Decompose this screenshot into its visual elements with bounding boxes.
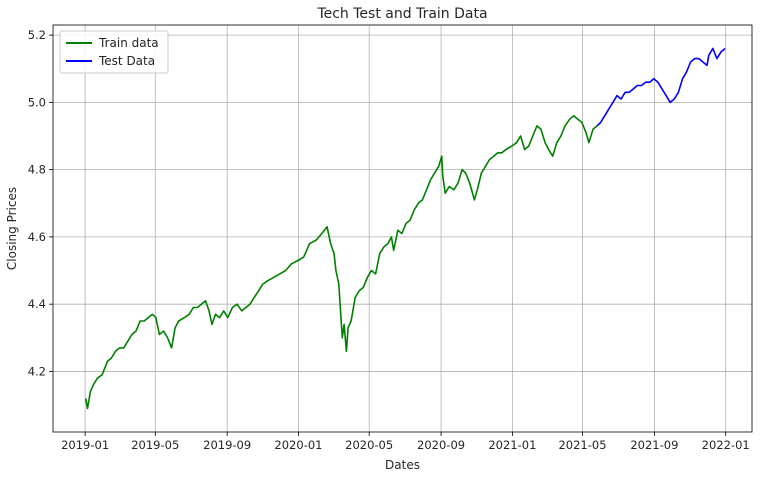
y-tick-label: 4.8 [28,163,46,177]
legend-label-test-data: Test Data [98,54,155,68]
x-tick-label: 2021-01 [488,438,536,452]
gridlines [53,25,752,432]
y-tick-label: 5.2 [28,28,46,42]
x-tick-label: 2021-09 [630,438,678,452]
series-lines [84,47,726,410]
series-line-test-data [596,47,726,127]
y-axis-label: Closing Prices [5,187,19,270]
x-tick-label: 2020-01 [274,438,322,452]
x-axis-label: Dates [385,458,420,472]
x-tick-label: 2021-05 [558,438,606,452]
x-tick-label: 2022-01 [702,438,750,452]
x-tick-label: 2019-01 [61,438,109,452]
plot-frame [52,24,753,433]
x-tick-label: 2020-05 [345,438,393,452]
legend-box [59,30,169,74]
y-tick-label: 4.6 [28,230,46,244]
x-tick-label: 2019-05 [131,438,179,452]
x-tick-label: 2020-09 [417,438,465,452]
y-tick-label: 4.2 [28,364,46,378]
series-line-train-data [84,115,598,410]
y-tick-label: 4.4 [28,297,46,311]
legend-label-train-data: Train data [98,36,159,50]
x-tick-label: 2019-09 [203,438,251,452]
legend: Train data Test Data [59,30,169,74]
y-tick-label: 5.0 [28,95,46,109]
chart-title: Tech Test and Train Data [316,6,487,22]
axis-ticks: 2019-01 2019-05 2019-09 2020-01 2020-05 2020-… [28,28,750,452]
